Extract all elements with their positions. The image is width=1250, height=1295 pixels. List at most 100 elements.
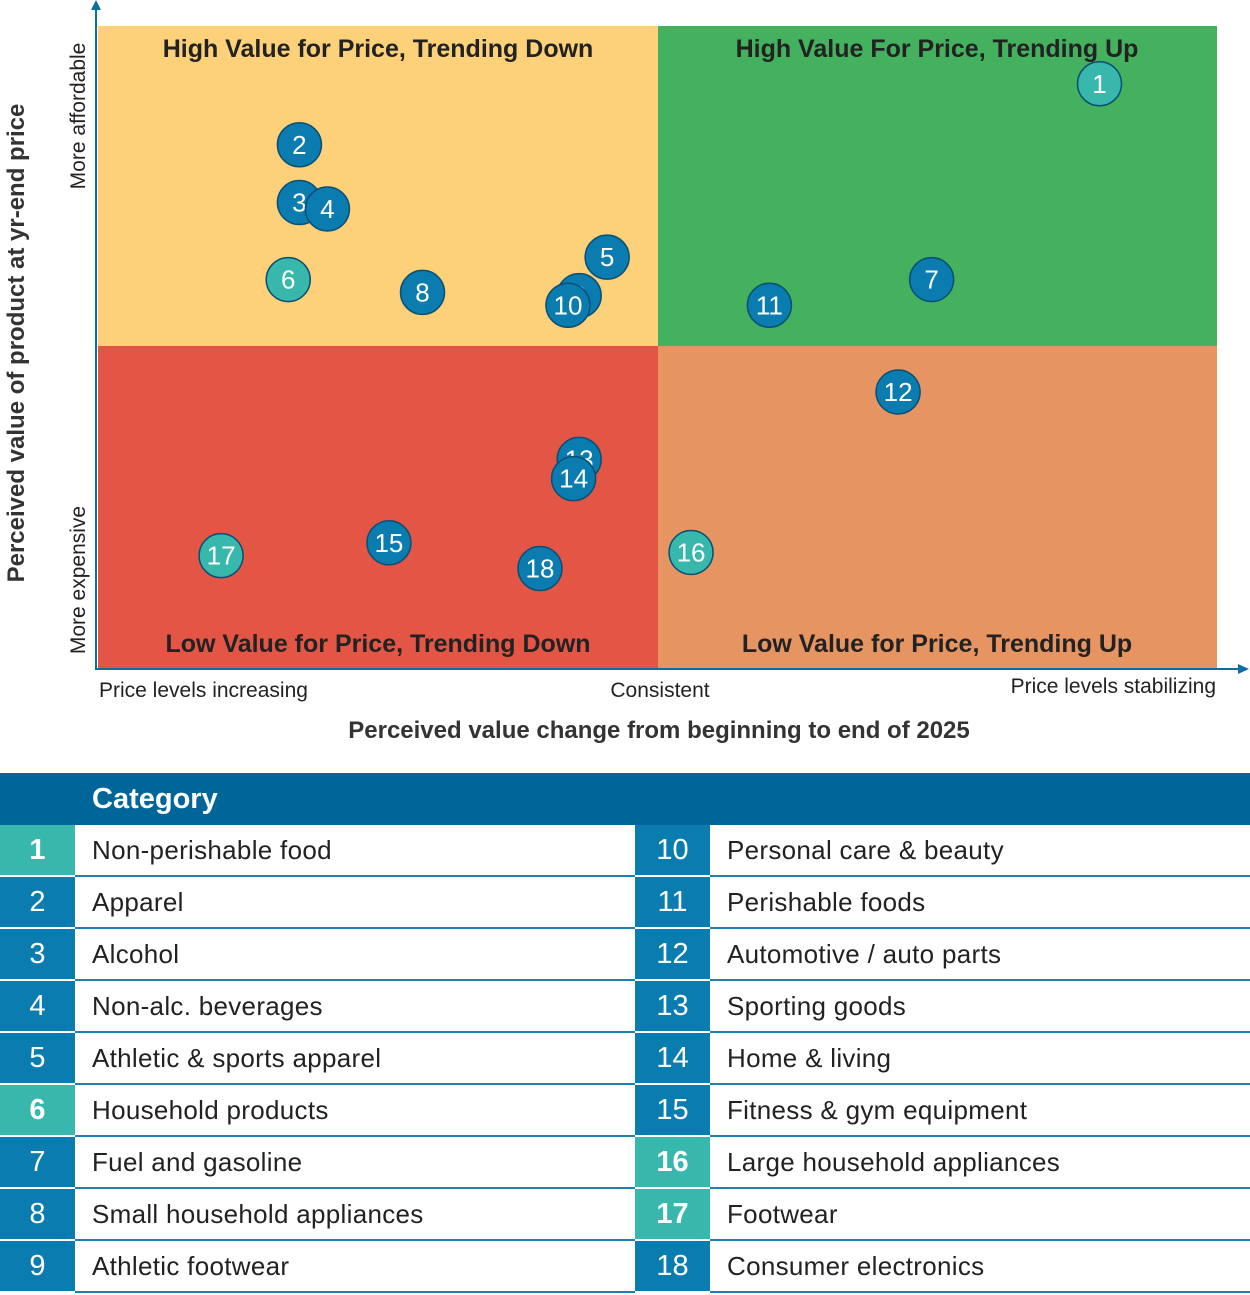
data-point-14: 14 (550, 455, 597, 502)
y-tick-top: More affordable (67, 43, 90, 190)
point-label: 14 (559, 464, 588, 494)
legend-label: Athletic footwear (75, 1240, 635, 1293)
x-axis-arrow (1238, 664, 1249, 674)
legend-label: Home & living (710, 1032, 1250, 1085)
quadrant-label-bottom-right: Low Value for Price, Trending Up (742, 630, 1132, 658)
point-marker (265, 256, 311, 303)
legend-label: Alcohol (75, 928, 635, 981)
quadrant-chart: High Value for Price, Trending Down High… (3, 0, 1249, 744)
point-marker (746, 282, 793, 329)
point-marker (545, 282, 591, 329)
legend-label: Non-perishable food (75, 825, 635, 877)
point-marker (1076, 61, 1123, 107)
point-marker (198, 532, 244, 579)
legend-label: Personal care & beauty (710, 825, 1250, 877)
point-label: 11 (756, 290, 783, 320)
legend-label: Automotive / auto parts (710, 928, 1250, 981)
data-point-18: 18 (517, 545, 563, 592)
point-marker (550, 455, 597, 502)
legend-number: 14 (635, 1032, 710, 1085)
legend-number: 15 (635, 1084, 710, 1137)
point-label: 5 (600, 242, 614, 272)
point-label: 15 (374, 528, 403, 558)
legend-label: Athletic & sports apparel (75, 1032, 635, 1085)
x-tick-middle: Consistent (610, 679, 709, 702)
data-point-2: 2 (276, 122, 323, 168)
point-marker (276, 122, 323, 168)
legend-label: Household products (75, 1084, 635, 1137)
data-point-12: 12 (875, 369, 921, 415)
point-marker (304, 186, 351, 232)
point-label: 8 (415, 277, 429, 307)
point-marker (908, 256, 955, 303)
legend-label: Footwear (710, 1188, 1250, 1241)
legend-number: 8 (0, 1188, 75, 1241)
legend-number: 12 (635, 928, 710, 981)
legend-label: Fitness & gym equipment (710, 1084, 1250, 1137)
legend-label: Fuel and gasoline (75, 1136, 635, 1189)
legend-header-row: Category (0, 773, 1250, 825)
point-marker (366, 520, 412, 566)
data-point-15: 15 (366, 520, 412, 566)
y-axis-arrow (91, 0, 101, 10)
legend-row: 2 Apparel 11 Perishable foods (0, 876, 1250, 929)
data-point-11: 11 (746, 282, 793, 329)
point-marker (517, 545, 563, 592)
data-point-8: 8 (399, 269, 446, 316)
legend-row: 7 Fuel and gasoline 16 Large household appl… (0, 1136, 1250, 1189)
point-label: 4 (320, 194, 334, 224)
quadrant-bottom-right (658, 346, 1217, 668)
legend-label: Apparel (75, 876, 635, 929)
legend-label: Sporting goods (710, 980, 1250, 1033)
legend-row: 1 Non-perishable food 10 Personal care & be… (0, 825, 1250, 877)
quadrant-label-bottom-left: Low Value for Price, Trending Down (165, 630, 590, 658)
legend-number: 6 (0, 1084, 75, 1137)
data-point-4: 4 (304, 186, 351, 232)
legend-number: 1 (0, 825, 75, 877)
legend-number: 16 (635, 1136, 710, 1189)
point-label: 18 (526, 553, 555, 583)
legend-row: 6 Household products 15 Fitness & gym equip… (0, 1084, 1250, 1137)
x-axis-title: Perceived value change from beginning to… (348, 717, 970, 744)
legend-number: 17 (635, 1188, 710, 1241)
legend-row: 8 Small household appliances 17 Footwear (0, 1188, 1250, 1241)
legend-header: Category (0, 773, 1250, 825)
point-label: 3 (292, 188, 306, 218)
quadrant-label-top-left: High Value for Price, Trending Down (163, 35, 594, 63)
point-marker (399, 269, 446, 316)
legend-label: Large household appliances (710, 1136, 1250, 1189)
x-tick-left: Price levels increasing (99, 679, 308, 702)
legend-number: 7 (0, 1136, 75, 1189)
point-marker (668, 529, 714, 576)
quadrant-bottom-left (98, 346, 658, 668)
y-axis-title: Perceived value of product at yr-end pri… (3, 104, 30, 583)
legend-row: 9 Athletic footwear 18 Consumer electronics (0, 1240, 1250, 1293)
point-marker (584, 234, 630, 280)
legend-number: 9 (0, 1240, 75, 1293)
quadrant-label-top-right: High Value For Price, Trending Up (736, 35, 1139, 63)
data-points: 123456789101112131415161718 (198, 61, 1123, 592)
legend-row: 5 Athletic & sports apparel 14 Home & livin… (0, 1032, 1250, 1085)
data-point-10: 10 (545, 282, 591, 329)
chart-canvas: High Value for Price, Trending Down High… (3, 0, 1249, 744)
data-point-7: 7 (908, 256, 955, 303)
data-point-5: 5 (584, 234, 630, 280)
legend-number: 5 (0, 1032, 75, 1085)
point-label: 1 (1092, 69, 1106, 99)
legend-number: 13 (635, 980, 710, 1033)
legend-row: 3 Alcohol 12 Automotive / auto parts (0, 928, 1250, 981)
category-legend: Category 1 Non-perishable food 10 Personal … (0, 773, 1250, 1293)
legend-number: 18 (635, 1240, 710, 1293)
point-label: 17 (207, 541, 236, 571)
point-label: 2 (292, 130, 306, 160)
data-point-1: 1 (1076, 61, 1123, 107)
legend-label: Consumer electronics (710, 1240, 1250, 1293)
legend-label: Perishable foods (710, 876, 1250, 929)
legend-number: 11 (635, 876, 710, 929)
legend-label: Non-alc. beverages (75, 980, 635, 1033)
data-point-17: 17 (198, 532, 244, 579)
legend-number: 4 (0, 980, 75, 1033)
x-tick-right: Price levels stabilizing (1011, 675, 1216, 698)
point-label: 7 (924, 265, 938, 295)
legend-label: Small household appliances (75, 1188, 635, 1241)
